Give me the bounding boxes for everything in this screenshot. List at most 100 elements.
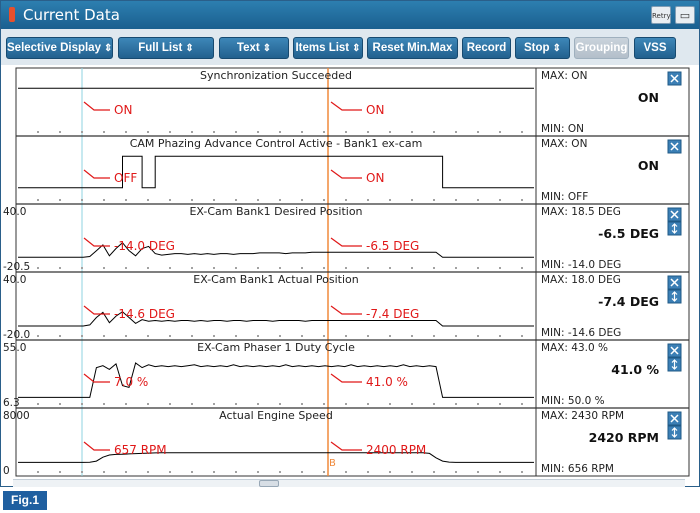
min-value-label: MIN: 50.0 %	[541, 395, 605, 407]
current-data-window: Current Data Retry ▭ Selective Display ⇕ …	[0, 0, 700, 487]
vss-button[interactable]: VSS	[634, 37, 676, 59]
retry-icon[interactable]: Retry	[651, 6, 671, 24]
current-value: ON	[638, 90, 659, 105]
items-list-button[interactable]: Items List ⇕	[293, 37, 363, 59]
cursor2-value-label: 41.0 %	[366, 375, 408, 389]
cursor1-value-label: 7.0 %	[114, 375, 148, 389]
full-list-button[interactable]: Full List ⇕	[118, 37, 214, 59]
current-value: 2420 RPM	[589, 430, 659, 445]
max-value-label: MAX: ON	[541, 138, 587, 150]
annotation-arrow	[83, 373, 110, 383]
signal-trace	[18, 241, 534, 258]
expand-glyph	[671, 427, 678, 438]
cursor-marker-label: B	[329, 458, 336, 469]
y-min-label: 6.3	[3, 397, 20, 409]
reset-min-max-button[interactable]: Reset Min.Max	[367, 37, 458, 59]
y-max-label: 8000	[3, 410, 30, 422]
y-min-label: -20.5	[3, 261, 30, 273]
signal-trace	[18, 155, 534, 189]
cursor2-value-label: 2400 RPM	[366, 443, 426, 457]
max-value-label: MAX: 2430 RPM	[541, 410, 624, 422]
annotation-arrow	[330, 169, 362, 179]
stop-label: Stop	[524, 42, 550, 54]
min-value-label: MIN: OFF	[541, 191, 588, 203]
full-list-label: Full List	[138, 42, 183, 54]
panel-title: Synchronization Succeeded	[200, 69, 352, 82]
min-value-label: MIN: -14.6 DEG	[541, 327, 621, 339]
cursor2-value-label: ON	[366, 171, 384, 185]
text-label: Text	[236, 42, 260, 54]
current-value: -6.5 DEG	[598, 226, 659, 241]
annotation-arrow	[83, 441, 110, 451]
title-bar: Current Data Retry ▭	[1, 1, 699, 29]
y-max-label: 40.0	[3, 206, 26, 218]
signal-panel: Synchronization Succeeded ON ON MAX: ON ON MI…	[18, 69, 682, 135]
items-list-label: Items List	[295, 42, 350, 54]
close-glyph	[670, 414, 679, 423]
annotation-arrow	[330, 237, 362, 247]
cursor2-value-label: ON	[366, 103, 384, 117]
cursor1-value-label: -14.0 DEG	[114, 239, 175, 253]
scroll-thumb[interactable]	[259, 480, 279, 487]
max-value-label: MAX: ON	[541, 70, 587, 82]
selective-display-label: Selective Display	[7, 42, 101, 54]
cursor1-value-label: ON	[114, 103, 132, 117]
signal-panel: EX-Cam Phaser 1 Duty Cycle 55.0 6.3 7.0 % 41…	[3, 339, 689, 409]
annotation-arrow	[83, 169, 110, 179]
spinner-icon: ⇕	[103, 43, 113, 54]
annotation-arrow	[83, 305, 110, 315]
stop-button[interactable]: Stop ⇕	[515, 37, 570, 59]
annotation-arrow	[83, 101, 110, 111]
record-button[interactable]: Record	[462, 37, 511, 59]
horizontal-scrollbar[interactable]	[13, 479, 685, 487]
spinner-icon: ⇕	[185, 43, 194, 54]
retry-label: Retry	[652, 12, 671, 20]
cursor1-value-label: OFF	[114, 171, 137, 185]
y-max-label: 55.0	[3, 342, 26, 354]
close-glyph	[670, 142, 679, 151]
current-value: -7.4 DEG	[598, 294, 659, 309]
grouping-button[interactable]: Grouping	[574, 37, 629, 59]
min-value-label: MIN: 656 RPM	[541, 463, 614, 475]
signal-trace	[18, 452, 534, 463]
close-glyph	[670, 278, 679, 287]
panel-title: Actual Engine Speed	[219, 409, 333, 422]
figure-label: Fig.1	[3, 491, 47, 510]
signal-trace	[18, 362, 534, 398]
cursor1-value-label: -14.6 DEG	[114, 307, 175, 321]
signal-panel: Actual Engine Speed 8000 0 657 RPM 2400 RPM B…	[3, 407, 689, 477]
panel-title: CAM Phazing Advance Control Active - Ban…	[130, 137, 423, 150]
y-min-label: 0	[3, 465, 10, 477]
window-title: Current Data	[23, 6, 120, 24]
app-icon	[9, 7, 15, 22]
min-value-label: MIN: ON	[541, 123, 584, 135]
panel-title: EX-Cam Bank1 Desired Position	[189, 205, 362, 218]
signal-panel: EX-Cam Bank1 Desired Position 40.0 -20.5 -1…	[3, 203, 689, 273]
close-glyph	[670, 346, 679, 355]
current-value: ON	[638, 158, 659, 173]
spinner-icon: ⇕	[262, 43, 272, 54]
restore-window-icon[interactable]: ▭	[675, 6, 695, 24]
expand-glyph	[671, 359, 678, 370]
current-value: 41.0 %	[611, 362, 659, 377]
signal-panel: CAM Phazing Advance Control Active - Ban…	[16, 135, 689, 203]
annotation-arrow	[330, 441, 362, 451]
annotation-arrow	[330, 101, 362, 111]
expand-glyph	[671, 223, 678, 234]
cursor2-value-label: -6.5 DEG	[366, 239, 419, 253]
annotation-arrow	[330, 373, 362, 383]
close-glyph	[670, 74, 679, 83]
data-graph-panel: Synchronization Succeeded ON ON MAX: ON ON MI…	[3, 67, 690, 477]
spinner-icon: ⇕	[552, 43, 561, 54]
signal-panel: EX-Cam Bank1 Actual Position 40.0 -20.0 -14…	[3, 271, 689, 341]
y-min-label: -20.0	[3, 329, 30, 341]
text-button[interactable]: Text ⇕	[219, 37, 289, 59]
min-value-label: MIN: -14.0 DEG	[541, 259, 621, 271]
close-glyph	[670, 210, 679, 219]
panel-title: EX-Cam Phaser 1 Duty Cycle	[197, 341, 355, 354]
max-value-label: MAX: 18.0 DEG	[541, 274, 621, 286]
max-value-label: MAX: 18.5 DEG	[541, 206, 621, 218]
annotation-arrow	[83, 237, 110, 247]
selective-display-button[interactable]: Selective Display ⇕	[6, 37, 113, 59]
expand-glyph	[671, 291, 678, 302]
